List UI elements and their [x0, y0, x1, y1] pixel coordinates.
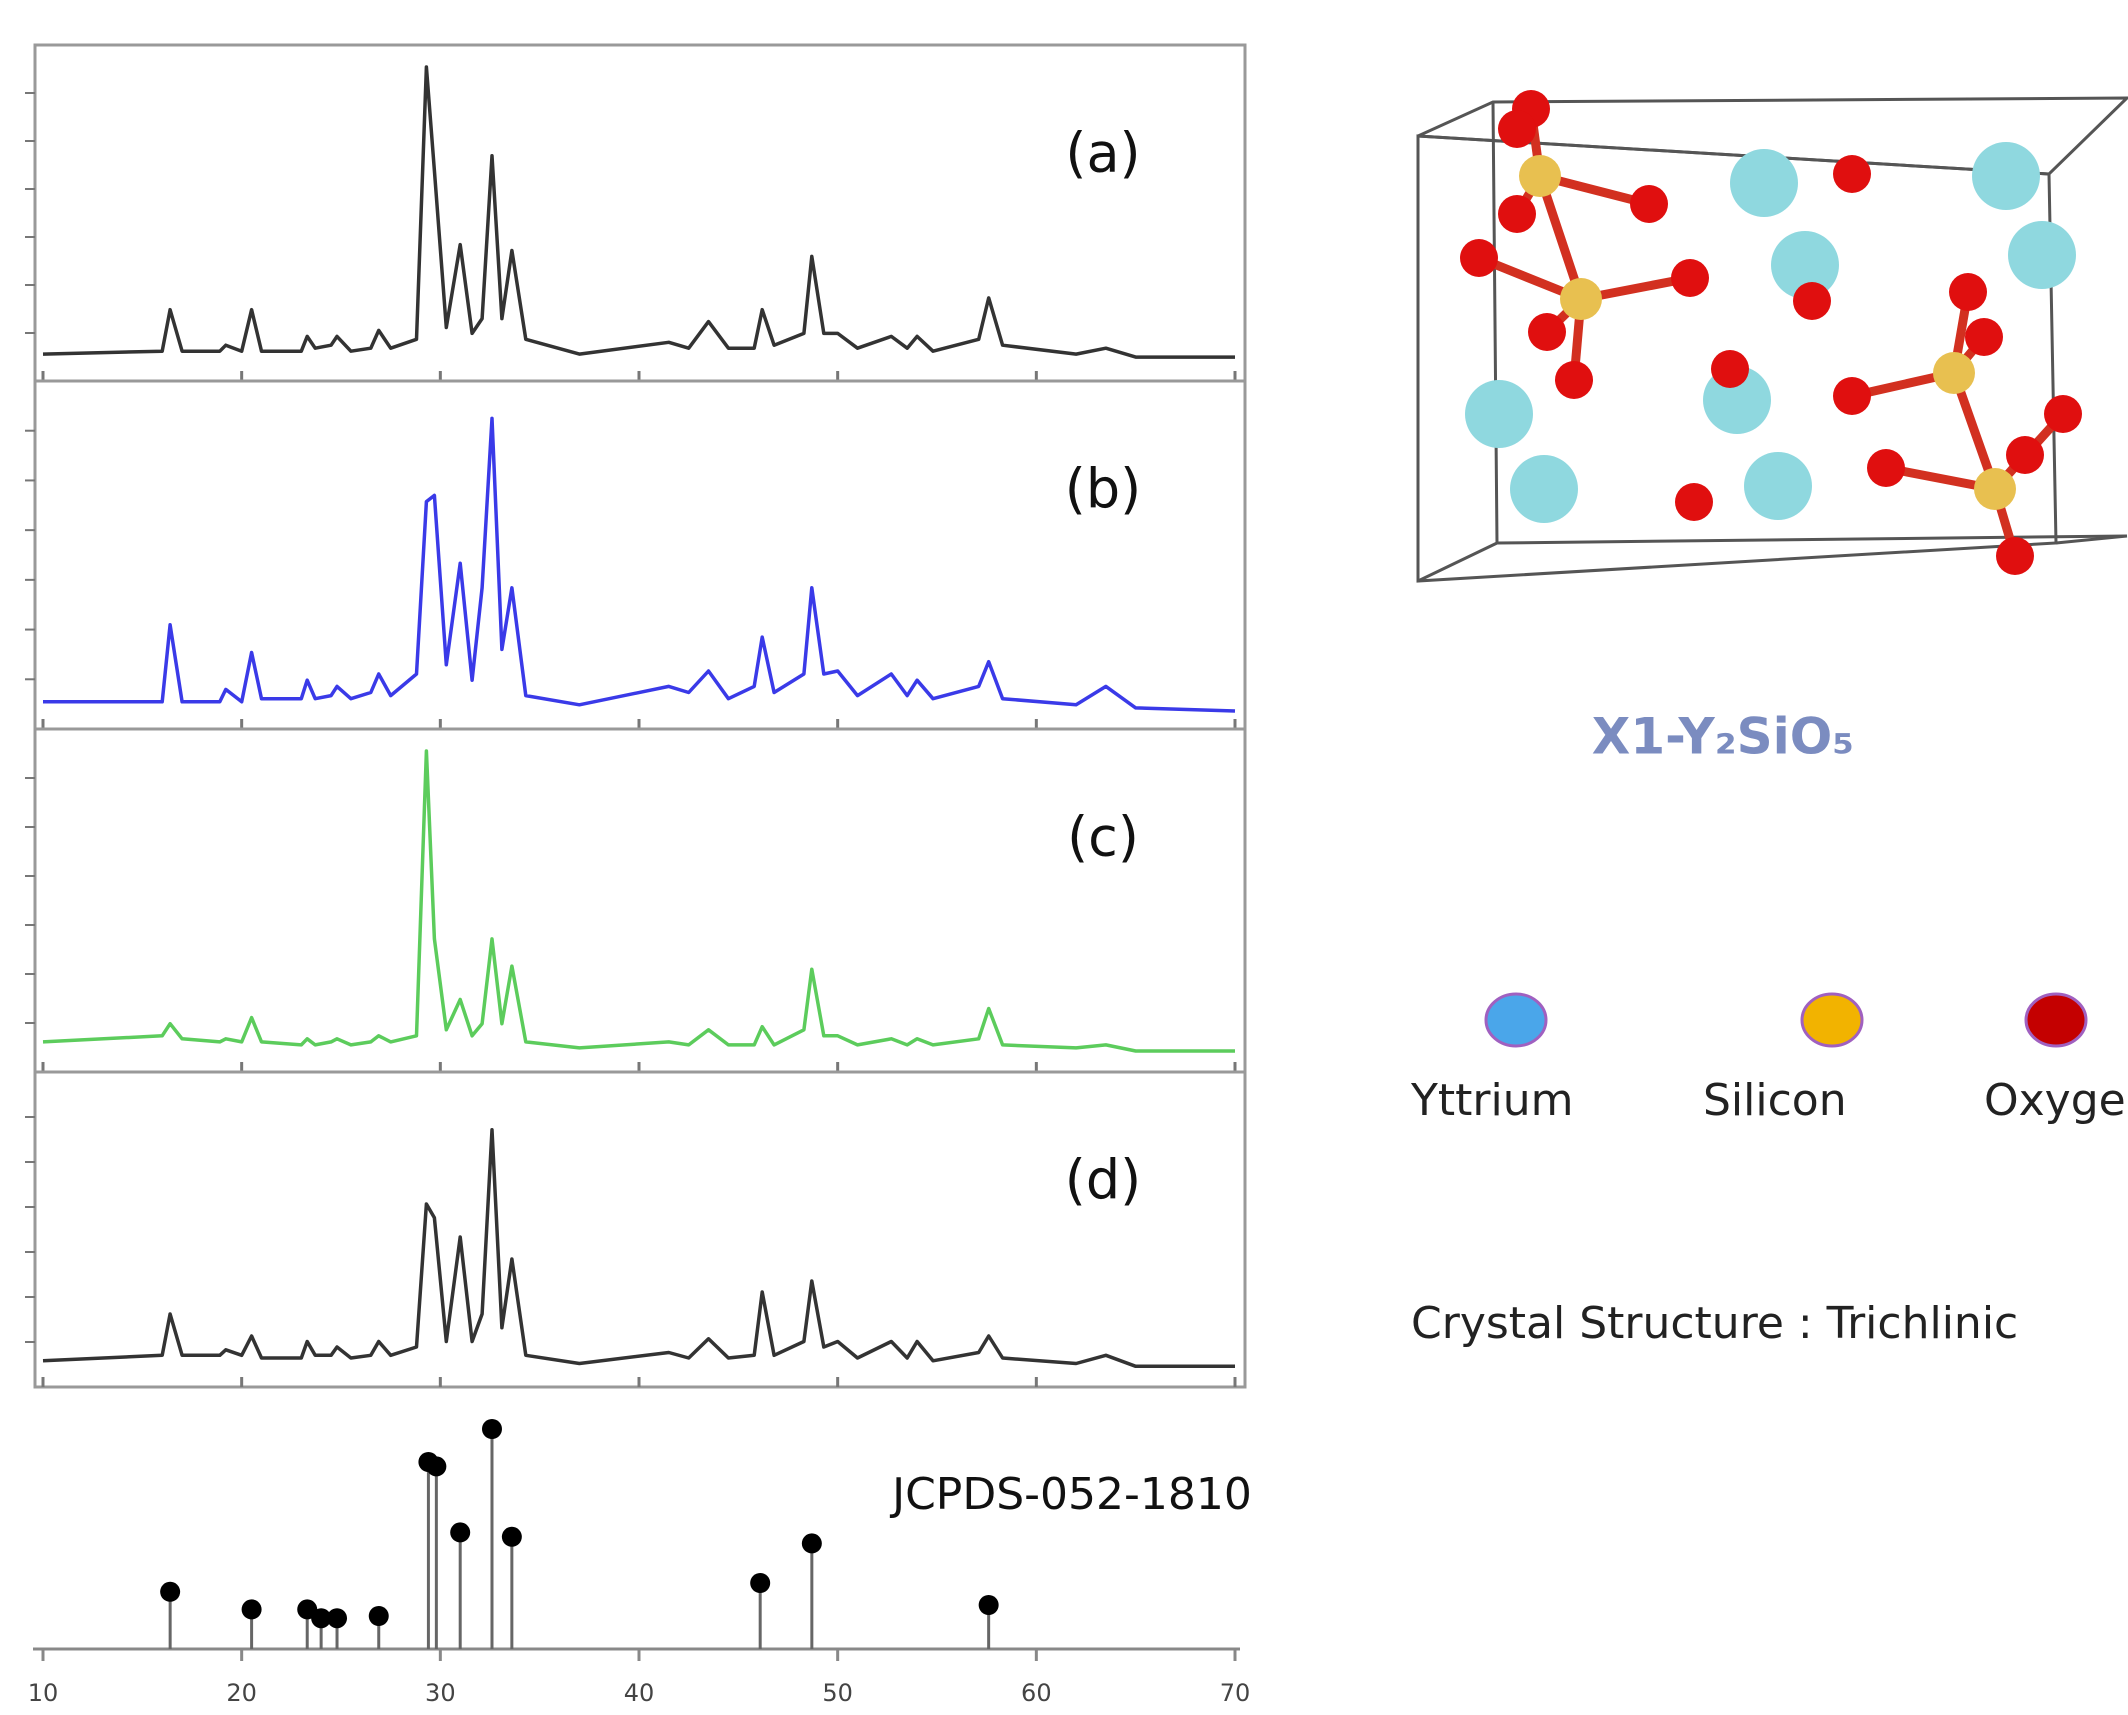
structure-caption: Crystal Structure : Trichlinic	[1411, 1298, 2018, 1349]
panel-frame	[35, 381, 1245, 729]
legend-label: Yttrium	[1410, 1075, 1573, 1126]
stem-head	[327, 1608, 347, 1628]
stem-head	[482, 1419, 502, 1439]
panel-frame	[35, 45, 1245, 381]
legend-swatch	[1802, 994, 1862, 1046]
legend-swatch	[1486, 994, 1546, 1046]
x-tick-label: 10	[28, 1679, 59, 1707]
legend-label: Silicon	[1703, 1075, 1847, 1126]
x-tick-label: 40	[624, 1679, 655, 1707]
cell-back-edge	[1418, 102, 1497, 581]
reference-label: JCPDS-052-1810	[889, 1469, 1252, 1520]
xrd-pattern	[43, 418, 1235, 711]
x-tick-label: 60	[1021, 1679, 1052, 1707]
figure: X1-Y₂SiO₅ Crystal Structure : Trichlinic…	[0, 0, 2128, 1715]
panel-frame	[35, 1072, 1245, 1387]
xrd-pattern	[43, 1130, 1235, 1367]
stem-head	[979, 1595, 999, 1615]
stem-head	[160, 1582, 180, 1602]
x-tick-label: 70	[1220, 1679, 1251, 1707]
page: {"chart_data":[ {"type":"line","label":"…	[0, 0, 2128, 1715]
legend-swatch	[2026, 994, 2086, 1046]
stem-head	[426, 1456, 446, 1476]
x-tick-label: 30	[425, 1679, 456, 1707]
xrd-pattern	[43, 751, 1235, 1051]
panel-label: (a)	[1065, 122, 1140, 185]
x-tick-label: 50	[822, 1679, 853, 1707]
panel-label: (b)	[1065, 458, 1141, 521]
legend-label: Oxyge	[1984, 1075, 2126, 1126]
stem-head	[242, 1599, 262, 1619]
crystal-diagram: X1-Y₂SiO₅ Crystal Structure : Trichlinic	[1411, 90, 2127, 1349]
panel-label: (c)	[1067, 806, 1139, 869]
xrd-pattern	[43, 67, 1235, 357]
x-tick-label: 20	[226, 1679, 257, 1707]
panel-frame	[35, 729, 1245, 1072]
stem-head	[450, 1522, 470, 1542]
cell-back-edge	[1497, 536, 2127, 543]
stem-head	[802, 1533, 822, 1553]
stem-head	[750, 1573, 770, 1593]
structure-title: X1-Y₂SiO₅	[1592, 708, 1854, 766]
stem-head	[502, 1527, 522, 1547]
stem-head	[369, 1606, 389, 1626]
panel-label: (d)	[1065, 1149, 1141, 1212]
